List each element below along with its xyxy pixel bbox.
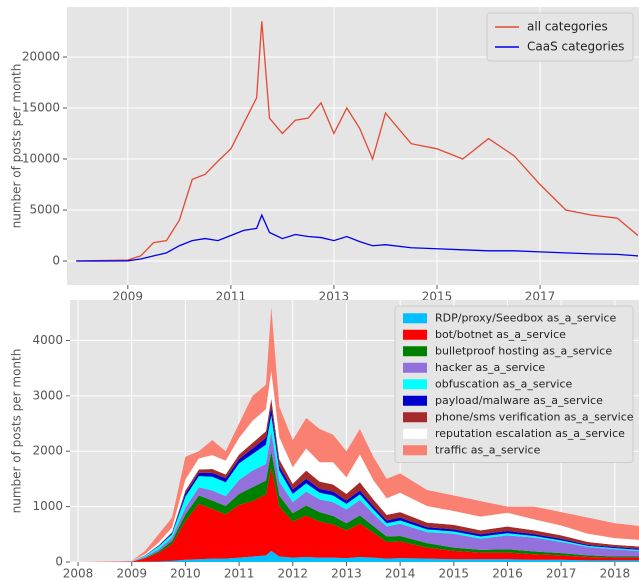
legend-swatch: [403, 412, 427, 423]
legend: all categories CaaS categories: [486, 12, 634, 62]
y-tick-label: 15000: [22, 100, 60, 114]
plot-area: [78, 307, 639, 562]
legend-swatch: [403, 313, 427, 324]
area-series: [78, 431, 639, 562]
area-series: [78, 467, 639, 562]
x-tick-label: 2010: [170, 567, 201, 580]
x-tick-label: 2018: [600, 567, 631, 580]
legend-label: hacker as_a_service: [435, 361, 545, 374]
y-tick-label: 10000: [22, 152, 60, 166]
subplot: 0 1000 2000 3000 4000 2008 2009 2010 2011 2012 201…: [10, 300, 639, 580]
legend-label: payload/malware as_a_service: [435, 394, 603, 407]
x-tick-label: 2011: [224, 567, 255, 580]
legend: RDP/proxy/Seedbox as_a_service bot/botnet…: [394, 305, 634, 463]
legend-label: bulletproof hosting as_a_service: [435, 344, 612, 357]
legend-swatch: [403, 395, 427, 406]
legend-label: traffic as_a_service: [435, 443, 541, 456]
legend-label: reputation escalation as_a_service: [435, 427, 625, 440]
legend-swatch: [403, 379, 427, 390]
legend-swatch: [403, 329, 427, 340]
x-tick-label: 2013: [331, 567, 362, 580]
line-series: [76, 213, 639, 262]
y-tick-label: 0: [52, 254, 60, 268]
area-series: [78, 370, 639, 562]
x-tick-label: 2012: [277, 567, 308, 580]
legend-swatch: [403, 346, 427, 357]
y-axis-label: number of posts per month: [10, 349, 24, 514]
legend-label: obfuscation as_a_service: [435, 377, 572, 390]
legend-box: [394, 305, 634, 463]
y-tick-label: 3000: [32, 388, 63, 402]
area-series: [78, 307, 639, 562]
y-tick-label: 2000: [32, 444, 63, 458]
x-tick-label: 2017: [546, 567, 577, 580]
y-tick-label: 1000: [32, 499, 63, 513]
legend-label: CaaS categories: [527, 40, 624, 54]
y-tick-label: 4000: [32, 333, 63, 347]
legend-label: bot/botnet as_a_service: [435, 328, 566, 341]
x-tick-label: 2016: [492, 567, 523, 580]
y-tick-label: 5000: [29, 203, 60, 217]
x-tick-label: 2015: [439, 567, 470, 580]
plot-area: [76, 21, 639, 262]
legend-swatch: [403, 445, 427, 456]
x-tick-label: 2008: [63, 567, 94, 580]
x-tick-label: 2014: [385, 567, 416, 580]
legend-swatch: [403, 362, 427, 373]
legend-label: phone/sms verification as_a_service: [435, 410, 634, 423]
y-tick-label: 20000: [22, 49, 60, 63]
line-series: [76, 21, 639, 262]
x-tick-label: 2009: [116, 567, 147, 580]
legend-label: RDP/proxy/Seedbox as_a_service: [435, 311, 617, 324]
legend-swatch: [403, 428, 427, 439]
legend-label: all categories: [527, 20, 608, 34]
y-axis-label: number of posts per month: [10, 64, 24, 229]
y-tick-label: 0: [55, 555, 63, 569]
legend-box: [486, 12, 634, 62]
